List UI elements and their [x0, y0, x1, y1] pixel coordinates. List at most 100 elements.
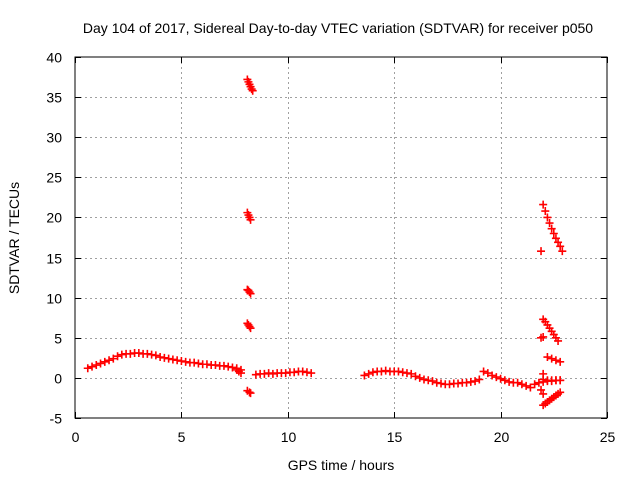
data-point — [368, 368, 377, 377]
data-point — [290, 368, 299, 377]
data-point — [246, 215, 255, 224]
series-main-trace — [83, 349, 245, 374]
grid — [75, 57, 607, 418]
data-point — [466, 377, 475, 386]
data-point — [556, 376, 565, 385]
data-point — [488, 371, 497, 380]
data-point — [151, 351, 160, 360]
series-lower-arcs-22h — [537, 247, 565, 410]
plot-frame — [74, 56, 608, 419]
data-point — [377, 367, 386, 376]
data-point — [236, 369, 245, 378]
data-point — [246, 389, 255, 398]
data-point — [298, 367, 307, 376]
y-tick-label: 5 — [54, 331, 62, 347]
data-point — [505, 377, 514, 386]
data-point — [302, 368, 311, 377]
data-point — [202, 360, 211, 369]
data-point — [245, 322, 254, 331]
x-tick-label: 10 — [281, 429, 297, 445]
data-point — [539, 332, 548, 341]
x-tick-label: 25 — [600, 429, 616, 445]
y-tick-label: 30 — [46, 130, 62, 146]
data-point — [260, 369, 269, 378]
y-tick-labels: -5 0 5 10 15 20 25 30 35 40 — [46, 50, 62, 427]
y-tick-label: 25 — [46, 170, 62, 186]
data-point — [545, 219, 554, 228]
x-axis-label: GPS time / hours — [288, 457, 395, 473]
data-point — [551, 356, 560, 365]
data-point — [547, 224, 556, 233]
data-point — [526, 383, 535, 392]
data-point — [105, 356, 114, 365]
data-point — [83, 364, 92, 373]
data-point — [537, 385, 546, 394]
data-point — [126, 349, 135, 358]
data-point — [398, 368, 407, 377]
data-point — [194, 359, 203, 368]
data-point — [281, 369, 290, 378]
data-point — [428, 377, 437, 386]
data-point — [547, 354, 556, 363]
data-point — [543, 353, 552, 362]
x-tick-label: 20 — [494, 429, 510, 445]
data-point — [522, 381, 531, 390]
series-mid-trace — [251, 367, 316, 379]
data-point — [251, 370, 260, 379]
data-point — [92, 361, 101, 370]
x-tick-labels: 0 5 10 15 20 25 — [72, 429, 616, 445]
data-point — [445, 380, 454, 389]
data-point — [245, 388, 254, 397]
data-point — [554, 336, 563, 345]
data-point — [432, 378, 441, 387]
x-tick-label: 15 — [387, 429, 403, 445]
y-tick-label: 35 — [46, 90, 62, 106]
data-point — [411, 372, 420, 381]
data-point — [117, 350, 126, 359]
data-point — [539, 369, 548, 378]
data-point — [394, 367, 403, 376]
y-tick-label: -5 — [50, 411, 63, 427]
y-tick-label: 40 — [46, 50, 62, 66]
data-point — [500, 376, 509, 385]
data-point — [228, 363, 237, 372]
data-point — [437, 379, 446, 388]
data-point — [534, 378, 543, 387]
data-point — [88, 362, 97, 371]
data-point — [219, 361, 228, 370]
data-point — [454, 379, 463, 388]
data-point — [543, 213, 552, 222]
data-point — [517, 380, 526, 389]
y-tick-label: 15 — [46, 251, 62, 267]
ticks — [75, 57, 608, 419]
data-point — [307, 369, 316, 378]
data-point — [168, 355, 177, 364]
data-point — [558, 247, 567, 256]
data-point — [160, 353, 169, 362]
data-point — [147, 350, 156, 359]
data-point — [246, 324, 255, 333]
data-point — [483, 369, 492, 378]
data-point — [177, 357, 186, 366]
data-point — [268, 369, 277, 378]
data-point — [530, 380, 539, 389]
data-point — [181, 357, 190, 366]
data-point — [537, 247, 546, 256]
y-tick-label: 20 — [46, 210, 62, 226]
data-point — [496, 374, 505, 383]
data-point — [556, 388, 565, 397]
x-tick-label: 0 — [72, 429, 80, 445]
data-point — [475, 375, 484, 384]
data-point — [513, 378, 522, 387]
data-point — [143, 349, 152, 358]
data-point — [424, 376, 433, 385]
series-upper-arc-22h — [539, 200, 567, 256]
data-point — [211, 361, 220, 370]
data-point — [556, 242, 565, 251]
data-point — [246, 289, 255, 298]
series-late-trace — [360, 366, 565, 392]
data-point — [471, 377, 480, 386]
data-point — [541, 207, 550, 216]
